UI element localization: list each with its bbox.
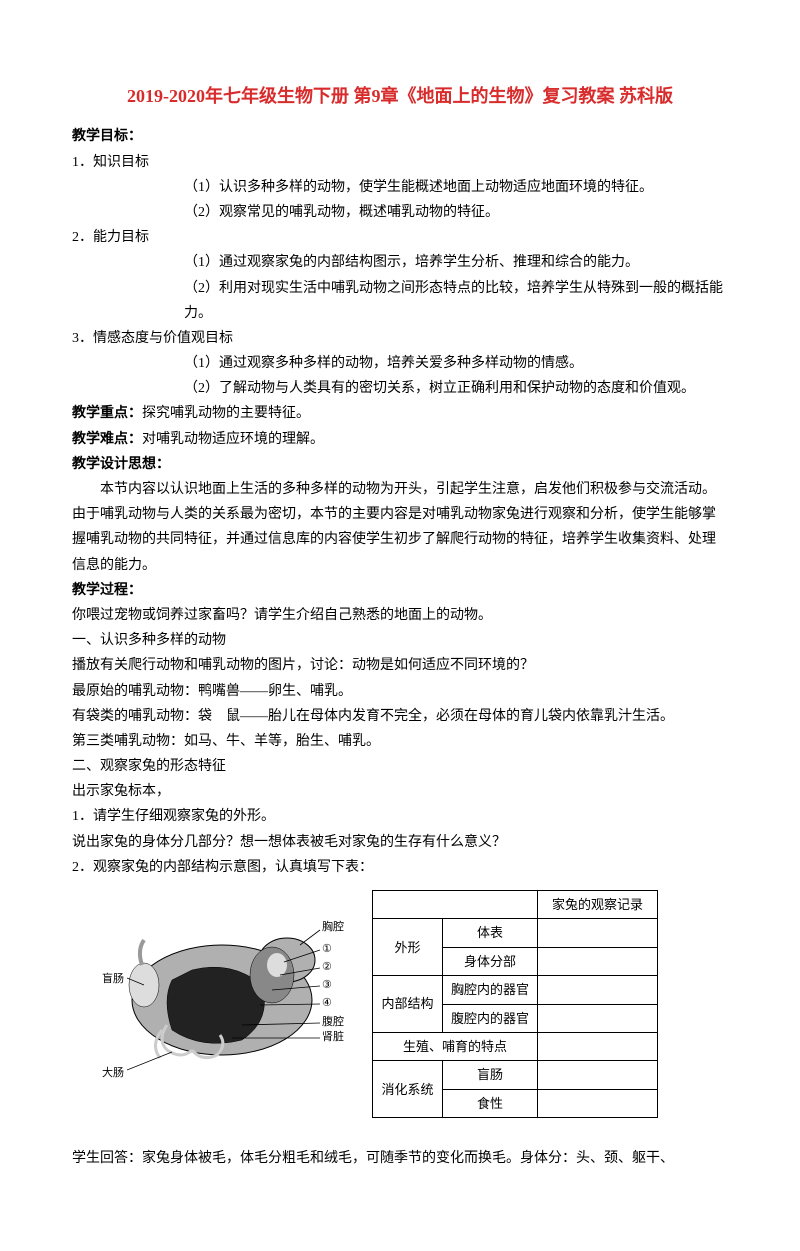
diagram-label-large-intestine: 大肠 [102,1065,124,1079]
process-line-3: 最原始的哺乳动物：鸭嘴兽——卵生、哺乳。 [72,679,728,704]
diagram-label-4: ④ [322,997,332,1009]
keypoint-text: 探究哺乳动物的主要特征。 [142,406,310,421]
table-r6c2: 盲肠 [443,1061,538,1089]
table-r1c1: 外形 [373,919,443,976]
observation-table: 家兔的观察记录 外形 体表 身体分部 内部结构 胸腔内的器官 腹腔内的器官 生殖… [372,890,658,1118]
table-r3c1: 内部结构 [373,976,443,1033]
design-text: 本节内容以认识地面上生活的多种多样的动物为开头，引起学生注意，启发他们积极参与交… [72,477,728,578]
page-title: 2019-2020年七年级生物下册 第9章《地面上的生物》复习教案 苏科版 [72,80,728,112]
diagram-table-row: 盲肠 大肠 胸腔 ① ② ③ ④ 腹腔 肾脏 家兔的观察记录 外形 体表 身体分… [72,890,728,1118]
student-answer: 学生回答：家兔身体被毛，体毛分粗毛和绒毛，可随季节的变化而换毛。身体分：头、颈、… [72,1146,728,1171]
table-r1c2: 体表 [443,919,538,947]
table-header: 家兔的观察记录 [538,891,658,919]
ability-item-1: （1）通过观察家兔的内部结构图示，培养学生分析、推理和综合的能力。 [72,250,728,275]
process-label: 教学过程： [72,578,728,603]
difficulty-row: 教学难点：对哺乳动物适应环境的理解。 [72,427,728,452]
process-line-5: 第三类哺乳动物：如马、牛、羊等，胎生、哺乳。 [72,729,728,754]
process-line-2: 播放有关爬行动物和哺乳动物的图片，讨论：动物是如何适应不同环境的？ [72,653,728,678]
table-r2c2: 身体分部 [443,947,538,975]
attitude-item-1: （1）通过观察多种多样的动物，培养关爱多种多样动物的情感。 [72,351,728,376]
rabbit-anatomy-diagram: 盲肠 大肠 胸腔 ① ② ③ ④ 腹腔 肾脏 [72,890,352,1090]
diagram-label-abdomen: 腹腔 [322,1014,344,1028]
table-r7c2: 食性 [443,1089,538,1117]
ability-item-2: （2）利用对现实生活中哺乳动物之间形态特点的比较，培养学生从特殊到一般的概括能力… [72,276,728,326]
difficulty-text: 对哺乳动物适应环境的理解。 [142,432,324,447]
difficulty-label: 教学难点： [72,432,142,447]
process-line-9: 说出家兔的身体分几部分？想一想体表被毛对家兔的生存有什么意义？ [72,830,728,855]
process-line-1: 一、认识多种多样的动物 [72,628,728,653]
process-line-6: 二、观察家兔的形态特征 [72,754,728,779]
attitude-label: 3．情感态度与价值观目标 [72,326,728,351]
table-r6c1: 消化系统 [373,1061,443,1118]
process-line-10: 2．观察家兔的内部结构示意图，认真填写下表： [72,855,728,880]
keypoint-row: 教学重点：探究哺乳动物的主要特征。 [72,401,728,426]
goals-label: 教学目标： [72,124,728,149]
table-r3c2: 胸腔内的器官 [443,976,538,1004]
process-line-8: 1．请学生仔细观察家兔的外形。 [72,804,728,829]
process-line-4: 有袋类的哺乳动物：袋 鼠——胎儿在母体内发育不完全，必须在母体的育儿袋内依靠乳汁… [72,704,728,729]
knowledge-label: 1．知识目标 [72,150,728,175]
knowledge-item-1: （1）认识多种多样的动物，使学生能概述地面上动物适应地面环境的特征。 [72,175,728,200]
attitude-item-2: （2）了解动物与人类具有的密切关系，树立正确利用和保护动物的态度和价值观。 [72,376,728,401]
diagram-label-1: ① [322,943,332,955]
diagram-label-chest: 胸腔 [322,919,344,933]
table-r4c2: 腹腔内的器官 [443,1004,538,1032]
diagram-label-3: ③ [322,979,332,991]
process-line-7: 出示家兔标本， [72,779,728,804]
diagram-label-2: ② [322,961,332,973]
diagram-label-kidney: 肾脏 [322,1030,344,1043]
table-r5c1: 生殖、哺育的特点 [373,1032,538,1060]
ability-label: 2．能力目标 [72,225,728,250]
keypoint-label: 教学重点： [72,406,142,421]
knowledge-item-2: （2）观察常见的哺乳动物，概述哺乳动物的特征。 [72,200,728,225]
process-line-0: 你喂过宠物或饲养过家畜吗？请学生介绍自己熟悉的地面上的动物。 [72,603,728,628]
design-label: 教学设计思想： [72,452,728,477]
diagram-label-cecum: 盲肠 [102,971,124,985]
